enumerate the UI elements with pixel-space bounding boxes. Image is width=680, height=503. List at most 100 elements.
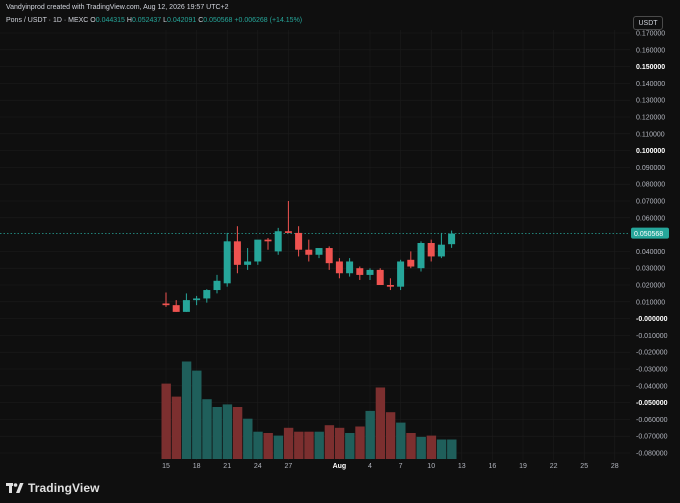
y-tick-label: 0.040000 bbox=[636, 249, 665, 256]
candle-body bbox=[182, 300, 190, 312]
currency-selector[interactable]: USDT bbox=[633, 16, 663, 30]
volume-bar bbox=[263, 433, 273, 459]
low-value: 0.042091 bbox=[167, 17, 197, 24]
tradingview-brand[interactable]: TradingView bbox=[6, 481, 100, 495]
close-label: C bbox=[198, 17, 204, 24]
volume-bar bbox=[314, 431, 324, 459]
volume-bar bbox=[161, 383, 171, 459]
volume-bar bbox=[202, 399, 212, 459]
candle-body bbox=[274, 231, 282, 252]
volume-bars bbox=[161, 361, 457, 459]
x-tick-label: 15 bbox=[162, 463, 170, 470]
volume-bar bbox=[355, 426, 365, 459]
candle-body bbox=[264, 239, 272, 242]
candle-body bbox=[233, 241, 241, 265]
volume-bar bbox=[212, 407, 222, 459]
volume-bar bbox=[253, 431, 263, 459]
candle-body bbox=[346, 261, 354, 274]
volume-bar bbox=[426, 435, 437, 459]
y-tick-label: -0.050000 bbox=[636, 400, 668, 407]
y-tick-label: 0.110000 bbox=[636, 131, 665, 138]
volume-bar bbox=[304, 431, 314, 459]
y-tick-label: -0.020000 bbox=[636, 350, 668, 357]
x-tick-label: 18 bbox=[193, 463, 201, 470]
symbol-legend[interactable]: Pons / USDT · 1D · MEXC O0.044315 H0.052… bbox=[6, 17, 302, 24]
x-tick-label: 19 bbox=[519, 463, 527, 470]
time-axis[interactable]: 15 18 21 24 27 Aug 4 7 10 13 16 19 22 25 28 bbox=[162, 463, 619, 470]
low-label: L bbox=[163, 17, 168, 24]
volume-bar bbox=[375, 387, 386, 459]
open-value: 0.044315 bbox=[95, 17, 125, 24]
volume-bar bbox=[385, 412, 396, 459]
high-value: 0.052437 bbox=[131, 17, 162, 24]
volume-bar bbox=[365, 410, 375, 459]
candle-body bbox=[295, 232, 303, 250]
y-tick-label: 0.090000 bbox=[636, 165, 665, 172]
y-tick-label: 0.070000 bbox=[636, 199, 665, 206]
candle-body bbox=[284, 231, 292, 233]
volume-bar bbox=[396, 422, 406, 459]
candle-body bbox=[427, 243, 435, 257]
candle-body bbox=[254, 239, 262, 262]
candle-body bbox=[315, 248, 323, 255]
candle-body bbox=[356, 268, 364, 275]
footer-bar bbox=[0, 475, 680, 503]
candle-body bbox=[376, 269, 384, 285]
candle-body bbox=[417, 243, 425, 269]
y-tick-label: 0.170000 bbox=[636, 31, 665, 38]
volume-bar bbox=[324, 425, 335, 459]
candle-body bbox=[386, 285, 394, 287]
volume-bar bbox=[345, 433, 355, 459]
candle-body bbox=[407, 259, 415, 267]
x-tick-label: 25 bbox=[580, 463, 588, 470]
volume-bar bbox=[222, 404, 233, 459]
candle-body bbox=[397, 261, 405, 287]
x-tick-label: 7 bbox=[399, 463, 403, 470]
volume-bar bbox=[181, 361, 192, 459]
candle-body bbox=[437, 244, 445, 257]
candlesticks bbox=[162, 201, 456, 312]
y-tick-label: 0.060000 bbox=[636, 215, 665, 222]
volume-bar bbox=[243, 418, 253, 459]
volume-bar bbox=[436, 439, 447, 459]
x-tick-label: 4 bbox=[368, 463, 372, 470]
volume-bar bbox=[294, 431, 304, 459]
volume-bar bbox=[447, 439, 457, 459]
candle-body bbox=[244, 261, 252, 265]
y-tick-label: 0.120000 bbox=[636, 115, 665, 122]
chart-attribution: Vandyinprod created with TradingView.com… bbox=[6, 4, 229, 11]
y-tick-label: 0.160000 bbox=[636, 47, 665, 54]
high-label: H bbox=[126, 17, 132, 24]
y-tick-label: 0.140000 bbox=[636, 81, 665, 88]
volume-bar bbox=[334, 427, 345, 459]
y-tick-label: 0.010000 bbox=[636, 299, 665, 306]
volume-bar bbox=[192, 370, 202, 459]
y-tick-label: 0.080000 bbox=[636, 182, 665, 189]
price-axis[interactable]: 0.170000 0.160000 0.150000 0.140000 0.130000… bbox=[636, 31, 668, 458]
x-tick-label: 16 bbox=[489, 463, 497, 470]
last-price-tag: 0.050568 bbox=[631, 227, 669, 239]
y-tick-label: 0.020000 bbox=[636, 283, 665, 290]
candle-body bbox=[335, 261, 343, 274]
symbol-info: Pons / USDT · 1D · MEXC bbox=[6, 17, 89, 24]
candle-body bbox=[305, 249, 313, 255]
y-tick-label: -0.040000 bbox=[636, 383, 668, 390]
y-tick-label: 0.100000 bbox=[636, 148, 665, 155]
candle-body bbox=[448, 233, 456, 245]
volume-bar bbox=[416, 436, 426, 459]
candle-body bbox=[203, 290, 211, 299]
last-price-label: 0.050568 bbox=[634, 231, 663, 238]
grid-lines bbox=[0, 30, 630, 460]
x-tick-label: 28 bbox=[611, 463, 619, 470]
x-tick-label: 27 bbox=[285, 463, 293, 470]
volume-bar bbox=[283, 427, 294, 459]
candle-body bbox=[193, 298, 201, 301]
candle-body bbox=[366, 269, 374, 275]
y-tick-label: -0.070000 bbox=[636, 434, 668, 441]
candle-body bbox=[162, 303, 170, 306]
y-tick-label: -0.060000 bbox=[636, 417, 668, 424]
x-tick-label: Aug bbox=[333, 463, 347, 470]
volume-bar bbox=[232, 407, 243, 459]
volume-bar bbox=[171, 396, 182, 459]
